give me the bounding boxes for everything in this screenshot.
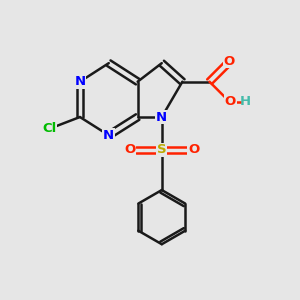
Text: N: N [156,110,167,124]
Text: O: O [124,143,136,157]
Text: N: N [74,75,86,88]
Text: O: O [224,55,235,68]
Text: Cl: Cl [42,122,56,135]
Text: O: O [188,143,199,157]
Text: N: N [103,129,114,142]
Text: S: S [157,143,166,157]
Text: H: H [240,95,251,108]
Text: O: O [224,95,236,108]
